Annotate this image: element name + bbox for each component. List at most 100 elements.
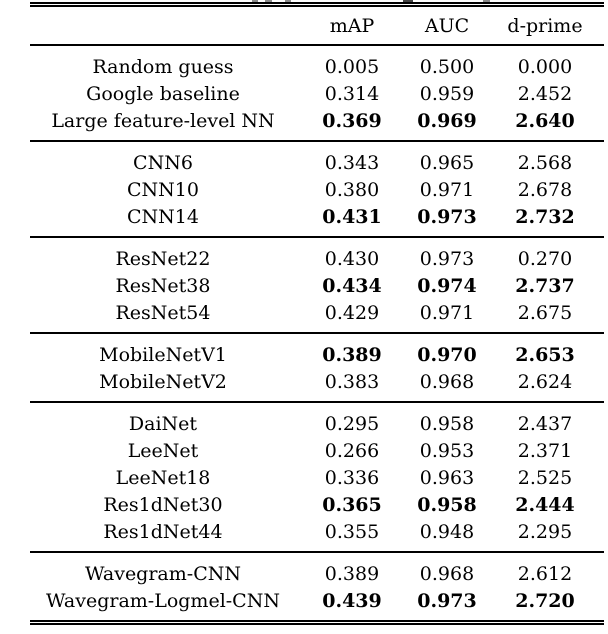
- results-table: mAP AUC d-prime Random guess 0.005 0.500…: [30, 7, 604, 620]
- header-row: mAP AUC d-prime: [30, 7, 604, 45]
- table-row: LeeNet18 0.336 0.963 2.525: [30, 464, 604, 491]
- table-row: CNN10 0.380 0.971 2.678: [30, 176, 604, 203]
- cropped-caption-remnant: [0, 0, 608, 2]
- auc-value: 0.948: [419, 520, 475, 543]
- map-value: 0.369: [322, 109, 382, 132]
- auc-value: 0.971: [419, 301, 475, 324]
- model-label: CNN10: [127, 178, 199, 201]
- map-value: 0.266: [324, 439, 380, 462]
- group-cnn: CNN6 0.343 0.965 2.568 CNN10 0.380 0.971…: [30, 141, 604, 237]
- dprime-value: 2.732: [515, 205, 575, 228]
- dprime-value: 2.612: [517, 562, 573, 585]
- auc-value: 0.973: [417, 589, 477, 612]
- model-label: Wavegram-Logmel-CNN: [46, 589, 280, 612]
- map-value: 0.389: [322, 343, 382, 366]
- header-empty-cell: [30, 7, 296, 45]
- map-value: 0.439: [322, 589, 382, 612]
- map-value: 0.005: [324, 55, 380, 78]
- table-row: MobileNetV1 0.389 0.970 2.653: [30, 333, 604, 368]
- dprime-value: 2.653: [515, 343, 575, 366]
- map-value: 0.430: [324, 247, 380, 270]
- group-baselines: Random guess 0.005 0.500 0.000 Google ba…: [30, 45, 604, 141]
- map-value: 0.343: [324, 151, 380, 174]
- table-header: mAP AUC d-prime: [30, 7, 604, 45]
- dprime-value: 0.000: [517, 55, 573, 78]
- table-row: Res1dNet44 0.355 0.948 2.295: [30, 518, 604, 552]
- header-auc: AUC: [424, 14, 470, 37]
- model-label: MobileNetV2: [99, 370, 227, 393]
- table-row: Random guess 0.005 0.500 0.000: [30, 45, 604, 80]
- model-label: Res1dNet44: [103, 520, 223, 543]
- auc-value: 0.963: [419, 466, 475, 489]
- results-table-frame: mAP AUC d-prime Random guess 0.005 0.500…: [30, 2, 604, 625]
- auc-value: 0.969: [417, 109, 477, 132]
- group-1d-cnns: DaiNet 0.295 0.958 2.437 LeeNet 0.266 0.…: [30, 402, 604, 552]
- model-label: Large feature-level NN: [51, 109, 275, 132]
- header-map: mAP: [329, 14, 375, 37]
- map-value: 0.365: [322, 493, 382, 516]
- dprime-value: 0.270: [517, 247, 573, 270]
- auc-value: 0.970: [417, 343, 477, 366]
- auc-value: 0.973: [417, 205, 477, 228]
- dprime-value: 2.525: [517, 466, 573, 489]
- dprime-value: 2.371: [517, 439, 573, 462]
- auc-value: 0.974: [417, 274, 477, 297]
- model-label: Random guess: [92, 55, 234, 78]
- map-value: 0.389: [324, 562, 380, 585]
- model-label: Google baseline: [86, 82, 240, 105]
- model-label: ResNet54: [115, 301, 211, 324]
- map-value: 0.380: [324, 178, 380, 201]
- dprime-value: 2.675: [517, 301, 573, 324]
- model-label: CNN6: [133, 151, 193, 174]
- table-row: ResNet38 0.434 0.974 2.737: [30, 272, 604, 299]
- dprime-value: 2.624: [517, 370, 573, 393]
- map-value: 0.355: [324, 520, 380, 543]
- auc-value: 0.971: [419, 178, 475, 201]
- auc-value: 0.968: [419, 562, 475, 585]
- map-value: 0.336: [324, 466, 380, 489]
- map-value: 0.429: [324, 301, 380, 324]
- table-row: CNN14 0.431 0.973 2.732: [30, 203, 604, 237]
- table-row: Wavegram-CNN 0.389 0.968 2.612: [30, 552, 604, 587]
- dprime-value: 2.444: [515, 493, 575, 516]
- table-row: ResNet22 0.430 0.973 0.270: [30, 237, 604, 272]
- group-resnet: ResNet22 0.430 0.973 0.270 ResNet38 0.43…: [30, 237, 604, 333]
- group-mobilenet: MobileNetV1 0.389 0.970 2.653 MobileNetV…: [30, 333, 604, 402]
- auc-value: 0.953: [419, 439, 475, 462]
- auc-value: 0.500: [419, 55, 475, 78]
- model-label: CNN14: [127, 205, 199, 228]
- dprime-value: 2.452: [517, 82, 573, 105]
- map-value: 0.314: [324, 82, 380, 105]
- table-row: Large feature-level NN 0.369 0.969 2.640: [30, 107, 604, 141]
- dprime-value: 2.678: [517, 178, 573, 201]
- dprime-value: 2.737: [515, 274, 575, 297]
- dprime-value: 2.437: [517, 412, 573, 435]
- table-row: Google baseline 0.314 0.959 2.452: [30, 80, 604, 107]
- map-value: 0.383: [324, 370, 380, 393]
- map-value: 0.431: [322, 205, 382, 228]
- header-dprime: d-prime: [507, 14, 583, 37]
- dprime-value: 2.568: [517, 151, 573, 174]
- model-label: Res1dNet30: [103, 493, 223, 516]
- dprime-value: 2.295: [517, 520, 573, 543]
- map-value: 0.434: [322, 274, 382, 297]
- auc-value: 0.959: [419, 82, 475, 105]
- table-row: Wavegram-Logmel-CNN 0.439 0.973 2.720: [30, 587, 604, 620]
- model-label: MobileNetV1: [99, 343, 227, 366]
- table-row: MobileNetV2 0.383 0.968 2.624: [30, 368, 604, 402]
- table-row: DaiNet 0.295 0.958 2.437: [30, 402, 604, 437]
- model-label: LeeNet: [127, 439, 199, 462]
- dprime-value: 2.640: [515, 109, 575, 132]
- table-row: LeeNet 0.266 0.953 2.371: [30, 437, 604, 464]
- auc-value: 0.968: [419, 370, 475, 393]
- group-wavegram: Wavegram-CNN 0.389 0.968 2.612 Wavegram-…: [30, 552, 604, 620]
- dprime-value: 2.720: [515, 589, 575, 612]
- table-row: CNN6 0.343 0.965 2.568: [30, 141, 604, 176]
- model-label: Wavegram-CNN: [85, 562, 241, 585]
- table-row: ResNet54 0.429 0.971 2.675: [30, 299, 604, 333]
- auc-value: 0.965: [419, 151, 475, 174]
- model-label: LeeNet18: [115, 466, 211, 489]
- model-label: ResNet38: [115, 274, 211, 297]
- auc-value: 0.973: [419, 247, 475, 270]
